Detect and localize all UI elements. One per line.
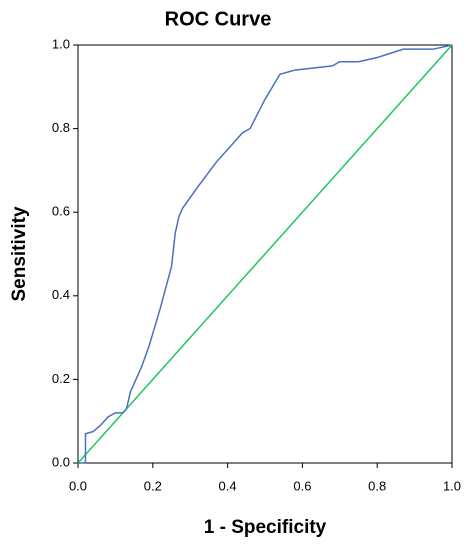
x-tick-label: 0.2 bbox=[144, 478, 162, 493]
y-tick-label: 0.4 bbox=[52, 287, 70, 302]
x-tick-label: 0.6 bbox=[293, 478, 311, 493]
x-tick-label: 0.0 bbox=[69, 478, 87, 493]
y-tick-label: 0.2 bbox=[52, 371, 70, 386]
y-tick-label: 0.8 bbox=[52, 120, 70, 135]
chart-title: ROC Curve bbox=[165, 8, 272, 30]
x-tick-label: 0.8 bbox=[368, 478, 386, 493]
y-tick-label: 0.6 bbox=[52, 204, 70, 219]
y-axis-title: Sensitivity bbox=[9, 206, 30, 301]
plot-frame bbox=[77, 44, 453, 464]
y-tick-label: 0.0 bbox=[52, 454, 70, 469]
line bbox=[77, 44, 453, 464]
x-tick-label: 1.0 bbox=[443, 478, 461, 493]
line bbox=[78, 44, 453, 464]
y-tick-label: 1.0 bbox=[52, 36, 70, 51]
x-axis-title: 1 - Specificity bbox=[204, 517, 327, 538]
x-tick-label: 0.4 bbox=[219, 478, 237, 493]
